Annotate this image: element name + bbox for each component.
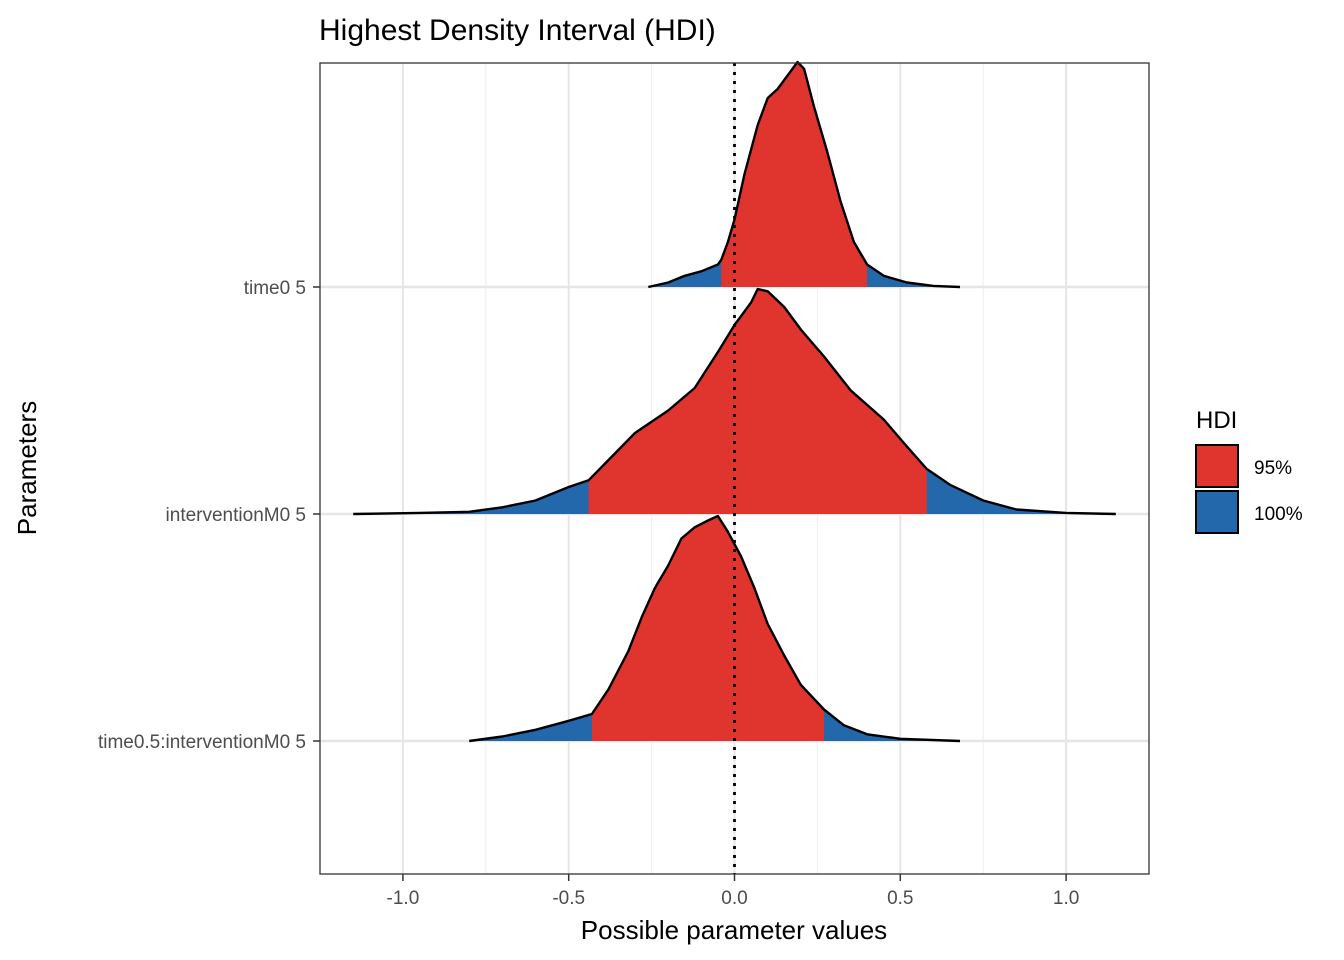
density-outline [469, 514, 961, 743]
legend: HDI 95% 100% [1195, 407, 1303, 534]
y-tick-label: time0 5 [244, 278, 306, 299]
x-tick-label: 0.0 [721, 888, 747, 909]
x-tick-label: -1.0 [387, 888, 420, 909]
x-tick-label: 1.0 [1053, 888, 1079, 909]
legend-label: 95% [1254, 458, 1292, 479]
chart-title: Highest Density Interval (HDI) [319, 14, 716, 47]
density-outline [353, 287, 1116, 516]
x-tick-label: -0.5 [552, 888, 585, 909]
x-tick-label: 0.5 [887, 888, 913, 909]
plot-panel [319, 60, 1150, 875]
y-axis-title: Parameters [12, 401, 42, 535]
y-tick-label: interventionM0 5 [166, 505, 306, 526]
x-axis: -1.0 -0.5 0.0 0.5 1.0 [387, 874, 1079, 909]
legend-swatch [1195, 444, 1239, 488]
legend-swatch [1195, 490, 1239, 534]
ridge-time0-5 [648, 60, 961, 289]
ridge-interventionM0-5 [353, 287, 1116, 516]
density-ridges [353, 60, 1116, 743]
y-tick-label: time0.5:interventionM0 5 [98, 732, 306, 753]
hdi-95-area [721, 62, 868, 287]
y-axis: time0 5 interventionM0 5 time0.5:intervent… [98, 278, 320, 753]
density-outline [648, 60, 961, 289]
legend-title: HDI [1196, 407, 1237, 434]
legend-label: 100% [1254, 504, 1303, 525]
hdi-95-area [591, 516, 825, 741]
hdi-95-area [588, 289, 927, 514]
x-axis-title: Possible parameter values [581, 915, 887, 945]
ridge-time0-5-interventionM0-5 [469, 514, 961, 743]
